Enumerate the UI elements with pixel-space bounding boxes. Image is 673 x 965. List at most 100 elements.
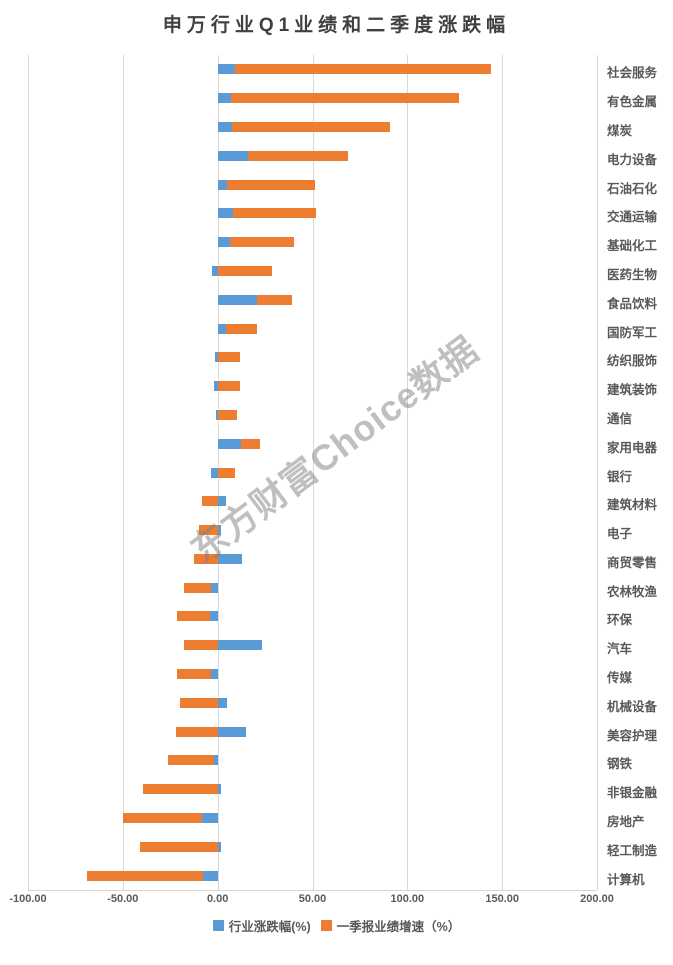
bar-earnings-growth	[217, 467, 235, 478]
gridline	[28, 55, 29, 890]
bar-earnings-growth	[139, 841, 218, 852]
bar-earnings-growth	[217, 265, 272, 276]
bar-price-change	[217, 697, 228, 708]
chart-title: 申万行业Q1业绩和二季度涨跌幅	[162, 15, 511, 36]
category-label: 计算机	[607, 872, 645, 887]
x-axis: -100.00 -50.00 0.00 50.00 100.00 150.00 200.00	[0, 893, 673, 909]
bar-price-change	[213, 755, 218, 766]
bar-earnings-growth	[142, 784, 218, 795]
bar-earnings-growth	[217, 208, 317, 219]
bar-price-change	[217, 179, 228, 190]
bar-price-change	[202, 813, 218, 824]
bar-price-change	[217, 726, 247, 737]
category-label: 家用电器	[607, 440, 658, 455]
bar-price-change	[217, 640, 263, 651]
bar-price-change	[217, 553, 243, 564]
gridline	[122, 55, 124, 890]
bar-earnings-growth	[122, 813, 218, 824]
bar-price-change	[217, 150, 248, 161]
category-label: 轻工制造	[607, 843, 658, 858]
bar-earnings-growth	[198, 525, 218, 536]
category-label: 建筑装饰	[607, 383, 658, 398]
category-label: 基础化工	[607, 239, 658, 254]
x-tick-label: 0.00	[206, 893, 229, 905]
bar-price-change	[217, 438, 242, 449]
plot-area	[28, 55, 598, 891]
bar-price-change	[217, 841, 221, 852]
x-tick-label: 50.00	[298, 893, 327, 905]
bar-price-change	[203, 870, 218, 881]
bar-earnings-growth	[202, 496, 218, 507]
x-tick-label: 200.00	[580, 893, 614, 905]
bar-price-change	[213, 381, 218, 392]
x-tick-label: -100.00	[9, 893, 47, 905]
category-label: 医药生物	[607, 267, 658, 282]
gridline	[312, 55, 314, 890]
bar-earnings-growth	[217, 93, 459, 104]
x-tick-label: 100.00	[390, 893, 425, 905]
gridline	[407, 55, 409, 890]
bar-price-change	[211, 582, 218, 593]
legend-label-earnings-growth: 一季报业绩增速（%）	[336, 920, 461, 934]
category-label: 传媒	[607, 671, 633, 686]
legend-item-earnings-growth: 一季报业绩增速（%）	[320, 916, 461, 935]
x-tick-label: 150.00	[485, 893, 519, 905]
category-label: 电子	[607, 527, 633, 542]
bar-price-change	[214, 352, 218, 363]
bar-price-change	[210, 611, 218, 622]
category-label: 钢铁	[607, 757, 633, 772]
category-label: 汽车	[607, 642, 633, 657]
bar-earnings-growth	[175, 726, 218, 737]
bar-price-change	[217, 294, 258, 305]
bar-price-change	[217, 64, 235, 75]
legend: 行业涨跌幅(%) 一季报业绩增速（%）	[0, 916, 673, 935]
category-label: 建筑材料	[607, 498, 658, 513]
legend-item-price-change: 行业涨跌幅(%)	[212, 916, 311, 935]
x-tick-label: -50.00	[107, 893, 139, 905]
category-label: 房地产	[607, 815, 645, 830]
bar-price-change	[217, 323, 227, 334]
bar-earnings-growth	[176, 669, 218, 680]
category-label: 美容护理	[607, 728, 658, 743]
category-axis: 社会服务 有色金属 煤炭 电力设备 石油石化 交通运输 基础化工 医药生物 食品饮料 国防军工 纺织…	[607, 55, 673, 890]
legend-swatch-price-change-icon	[212, 920, 224, 931]
bar-earnings-growth	[168, 755, 218, 766]
bar-earnings-growth	[217, 409, 237, 420]
bar-price-change	[211, 467, 218, 478]
bar-earnings-growth	[217, 121, 391, 132]
bar-earnings-growth	[217, 179, 316, 190]
bar-earnings-growth	[217, 64, 491, 75]
bar-price-change	[217, 496, 227, 507]
legend-label-price-change: 行业涨跌幅(%)	[228, 920, 311, 934]
gridline	[597, 55, 598, 890]
category-label: 银行	[607, 469, 633, 484]
gridline	[502, 55, 504, 890]
category-label: 煤炭	[607, 123, 633, 138]
category-label: 非银金融	[607, 786, 658, 801]
bar-price-change	[217, 208, 233, 219]
category-label: 通信	[607, 411, 633, 426]
bar-earnings-growth	[176, 611, 218, 622]
bar-price-change	[217, 121, 232, 132]
bar-price-change	[217, 237, 230, 248]
category-label: 环保	[607, 613, 633, 628]
category-label: 纺织服饰	[607, 354, 658, 369]
category-label: 电力设备	[607, 152, 658, 167]
bar-price-change	[217, 93, 231, 104]
category-label: 农林牧渔	[607, 584, 658, 599]
category-label: 商贸零售	[607, 555, 658, 570]
bar-price-change	[211, 265, 218, 276]
category-label: 社会服务	[607, 66, 658, 81]
category-label: 国防军工	[607, 325, 658, 340]
bar-price-change	[217, 525, 221, 536]
bar-earnings-growth	[193, 553, 218, 564]
bar-earnings-growth	[217, 323, 258, 334]
bar-price-change	[217, 784, 221, 795]
category-label: 有色金属	[607, 95, 658, 110]
category-label: 交通运输	[607, 210, 658, 225]
category-label: 石油石化	[607, 181, 658, 196]
bar-earnings-growth	[184, 640, 218, 651]
bar-earnings-growth	[217, 381, 241, 392]
category-label: 机械设备	[607, 699, 658, 714]
